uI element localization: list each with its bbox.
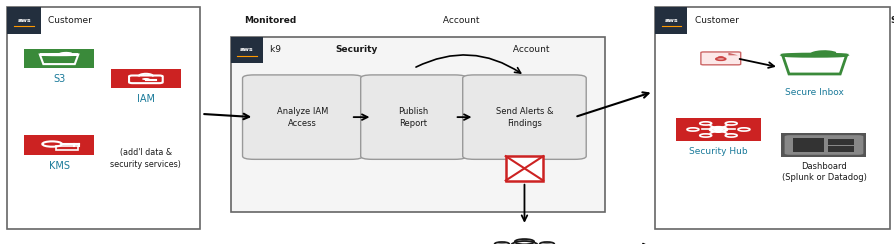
Bar bbox=[7, 7, 199, 229]
Text: Account: Account bbox=[440, 16, 479, 24]
Bar bbox=[654, 7, 889, 229]
Bar bbox=[654, 7, 687, 34]
Text: Security: Security bbox=[335, 45, 377, 54]
Text: Send Alerts &
Findings: Send Alerts & Findings bbox=[495, 107, 552, 128]
Bar bbox=[7, 7, 41, 34]
Text: Security: Security bbox=[890, 16, 894, 24]
Text: S3: S3 bbox=[53, 74, 65, 84]
Text: aws: aws bbox=[663, 18, 678, 23]
Text: Monitored: Monitored bbox=[244, 16, 296, 24]
Text: Analyze IAM
Access: Analyze IAM Access bbox=[276, 107, 328, 128]
Text: IAM: IAM bbox=[137, 94, 155, 104]
Text: Dashboard
(Splunk or Datadog): Dashboard (Splunk or Datadog) bbox=[780, 162, 865, 182]
FancyBboxPatch shape bbox=[784, 135, 863, 155]
Text: KMS: KMS bbox=[48, 161, 70, 171]
Circle shape bbox=[142, 78, 149, 80]
Text: aws: aws bbox=[17, 18, 31, 23]
Text: Security Hub: Security Hub bbox=[688, 146, 746, 155]
Bar bbox=[24, 135, 94, 154]
Text: Customer: Customer bbox=[694, 16, 740, 24]
Text: aws: aws bbox=[240, 47, 254, 52]
Polygon shape bbox=[728, 53, 738, 55]
Bar bbox=[827, 146, 853, 152]
Text: Secure Inbox: Secure Inbox bbox=[784, 88, 843, 97]
Bar bbox=[675, 118, 760, 141]
Text: Publish
Report: Publish Report bbox=[398, 107, 428, 128]
FancyBboxPatch shape bbox=[242, 75, 362, 159]
Bar bbox=[231, 37, 604, 212]
Text: Account: Account bbox=[510, 45, 549, 54]
FancyBboxPatch shape bbox=[700, 52, 740, 65]
Bar bbox=[505, 156, 543, 181]
Circle shape bbox=[713, 128, 722, 131]
FancyBboxPatch shape bbox=[360, 75, 466, 159]
Bar bbox=[792, 138, 823, 152]
Bar bbox=[111, 69, 181, 88]
Bar bbox=[24, 49, 94, 68]
Text: Customer: Customer bbox=[48, 16, 95, 24]
FancyBboxPatch shape bbox=[462, 75, 586, 159]
Bar bbox=[780, 133, 865, 157]
Text: k9: k9 bbox=[270, 45, 284, 54]
Bar bbox=[827, 139, 853, 145]
Text: (add'l data &
security services): (add'l data & security services) bbox=[110, 148, 181, 169]
Bar bbox=[231, 37, 263, 63]
Bar bbox=[55, 146, 78, 150]
